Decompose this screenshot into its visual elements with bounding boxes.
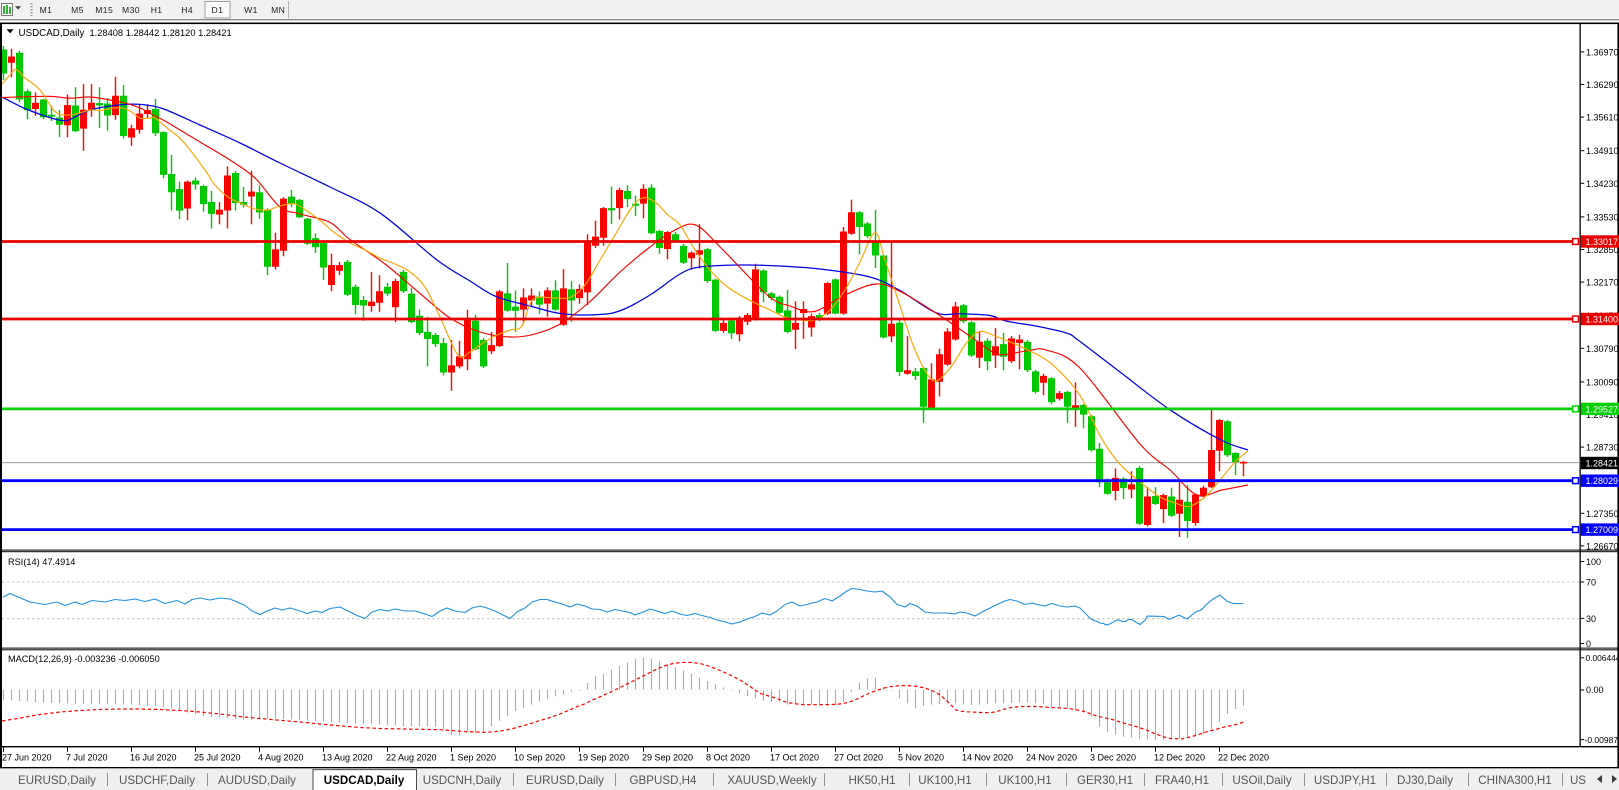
svg-text:-0.00987: -0.00987	[1585, 735, 1619, 745]
svg-text:EURUSD,Daily: EURUSD,Daily	[18, 774, 96, 787]
svg-text:1 Sep 2020: 1 Sep 2020	[450, 753, 496, 763]
svg-text:H1: H1	[151, 5, 163, 15]
svg-text:D1: D1	[212, 5, 224, 15]
svg-text:13 Aug 2020: 13 Aug 2020	[322, 753, 373, 763]
svg-text:25 Jul 2020: 25 Jul 2020	[194, 753, 241, 763]
svg-text:USDCHF,Daily: USDCHF,Daily	[119, 774, 195, 787]
svg-text:1.34910: 1.34910	[1586, 146, 1619, 156]
svg-text:0.006444: 0.006444	[1586, 653, 1619, 663]
svg-text:14 Nov 2020: 14 Nov 2020	[962, 753, 1013, 763]
svg-text:22 Dec 2020: 22 Dec 2020	[1218, 753, 1269, 763]
svg-text:22 Aug 2020: 22 Aug 2020	[386, 753, 437, 763]
svg-text:MN: MN	[271, 5, 285, 15]
svg-text:DJ30,Daily: DJ30,Daily	[1397, 774, 1453, 787]
svg-text:GBPUSD,H4: GBPUSD,H4	[629, 774, 697, 787]
svg-text:8 Oct 2020: 8 Oct 2020	[706, 753, 750, 763]
svg-text:M5: M5	[71, 5, 84, 15]
svg-text:1.35610: 1.35610	[1586, 113, 1619, 123]
svg-text:1.36970: 1.36970	[1586, 47, 1619, 57]
svg-text:1.29527: 1.29527	[1586, 404, 1619, 414]
svg-text:AUDUSD,Daily: AUDUSD,Daily	[218, 774, 296, 787]
svg-text:1.28408 1.28442 1.28120 1.2842: 1.28408 1.28442 1.28120 1.28421	[90, 28, 232, 38]
svg-text:30: 30	[1586, 614, 1596, 624]
svg-text:27 Jun 2020: 27 Jun 2020	[2, 753, 52, 763]
svg-text:24 Nov 2020: 24 Nov 2020	[1026, 753, 1077, 763]
svg-text:HK50,H1: HK50,H1	[848, 774, 895, 787]
svg-text:1.28421: 1.28421	[1586, 459, 1619, 469]
svg-text:1.28730: 1.28730	[1586, 443, 1619, 453]
svg-text:RSI(14) 47.4914: RSI(14) 47.4914	[8, 557, 75, 567]
svg-text:1.27350: 1.27350	[1586, 509, 1619, 519]
svg-text:5 Nov 2020: 5 Nov 2020	[898, 753, 944, 763]
svg-text:CHINA300,H1: CHINA300,H1	[1478, 774, 1551, 787]
svg-text:FRA40,H1: FRA40,H1	[1155, 774, 1209, 787]
svg-text:UK100,H1: UK100,H1	[918, 774, 972, 787]
svg-text:29 Sep 2020: 29 Sep 2020	[642, 753, 693, 763]
svg-text:M1: M1	[40, 5, 53, 15]
svg-text:19 Sep 2020: 19 Sep 2020	[578, 753, 629, 763]
svg-text:1.28029: 1.28029	[1586, 476, 1619, 486]
svg-text:USOil,Daily: USOil,Daily	[1232, 774, 1291, 787]
svg-text:GER30,H1: GER30,H1	[1077, 774, 1133, 787]
svg-text:0.00: 0.00	[1586, 685, 1604, 695]
svg-text:4 Aug 2020: 4 Aug 2020	[258, 753, 304, 763]
svg-text:1.34230: 1.34230	[1586, 179, 1619, 189]
svg-text:1.31400: 1.31400	[1586, 315, 1619, 325]
svg-text:10 Sep 2020: 10 Sep 2020	[514, 753, 565, 763]
svg-text:0: 0	[1586, 639, 1591, 649]
svg-text:1.33017: 1.33017	[1586, 237, 1619, 247]
svg-text:12 Dec 2020: 12 Dec 2020	[1154, 753, 1205, 763]
svg-text:27 Oct 2020: 27 Oct 2020	[834, 753, 883, 763]
svg-text:100: 100	[1586, 557, 1601, 567]
svg-text:1.30790: 1.30790	[1586, 344, 1619, 354]
svg-text:US: US	[1570, 774, 1586, 787]
svg-text:1.32850: 1.32850	[1586, 245, 1619, 255]
svg-text:1.32170: 1.32170	[1586, 278, 1619, 288]
svg-text:7 Jul 2020: 7 Jul 2020	[66, 753, 108, 763]
svg-text:USDCNH,Daily: USDCNH,Daily	[423, 774, 502, 787]
svg-text:17 Oct 2020: 17 Oct 2020	[770, 753, 819, 763]
svg-text:1.26670: 1.26670	[1586, 541, 1619, 551]
svg-text:USDCAD,Daily: USDCAD,Daily	[324, 774, 405, 787]
svg-text:1.33530: 1.33530	[1586, 212, 1619, 222]
svg-text:USDCAD,Daily: USDCAD,Daily	[19, 28, 85, 39]
svg-text:M15: M15	[95, 5, 113, 15]
svg-text:3 Dec 2020: 3 Dec 2020	[1090, 753, 1136, 763]
svg-text:70: 70	[1586, 578, 1596, 588]
svg-text:USDJPY,H1: USDJPY,H1	[1314, 774, 1376, 787]
svg-text:H4: H4	[181, 5, 193, 15]
svg-text:1.27009: 1.27009	[1586, 525, 1619, 535]
svg-text:UK100,H1: UK100,H1	[998, 774, 1052, 787]
svg-text:XAUUSD,Weekly: XAUUSD,Weekly	[727, 774, 817, 787]
svg-text:1.30090: 1.30090	[1586, 377, 1619, 387]
svg-text:16 Jul 2020: 16 Jul 2020	[130, 753, 177, 763]
svg-text:MACD(12,26,9) -0.003236 -0.006: MACD(12,26,9) -0.003236 -0.006050	[8, 654, 160, 664]
svg-text:1.36290: 1.36290	[1586, 80, 1619, 90]
svg-text:W1: W1	[244, 5, 258, 15]
svg-text:M30: M30	[122, 5, 140, 15]
svg-text:EURUSD,Daily: EURUSD,Daily	[526, 774, 604, 787]
